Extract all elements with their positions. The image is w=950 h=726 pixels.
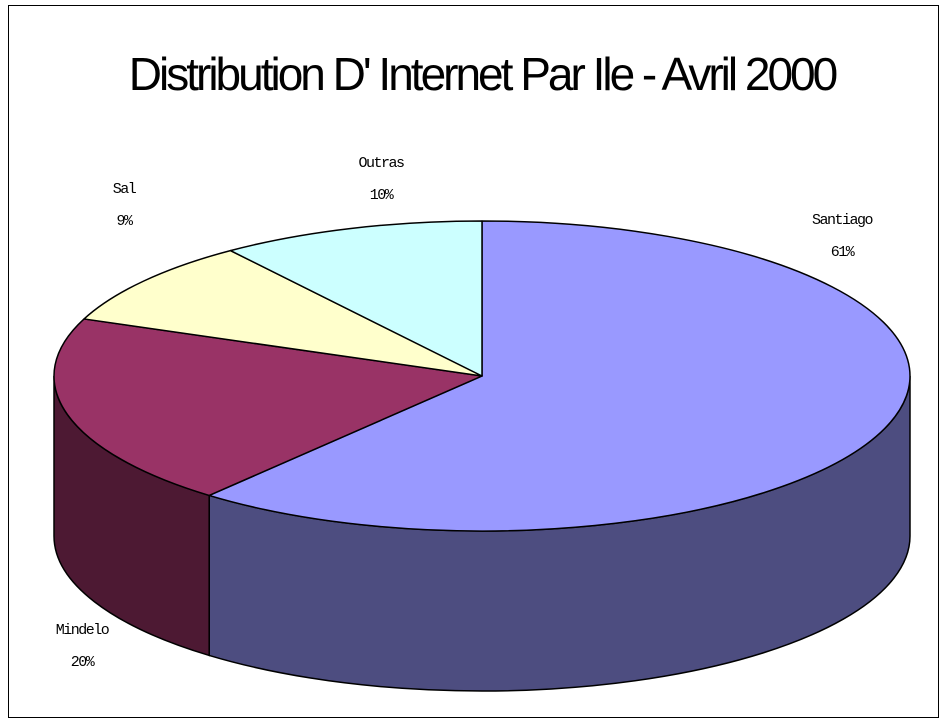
- slice-value-outras: 10%: [370, 187, 395, 204]
- pie-slice-sal: [83, 249, 483, 377]
- slice-label-outras: Outras: [358, 155, 404, 172]
- pie-slice-santiago: [208, 220, 911, 532]
- slice-value-mindelo: 20%: [71, 654, 96, 671]
- pie-tops: [53, 220, 911, 532]
- slice-label-sal: Sal: [113, 181, 137, 198]
- slice-label-mindelo: Mindelo: [56, 622, 110, 639]
- slice-value-santiago: 61%: [831, 244, 856, 261]
- pie-slice-mindelo: [53, 318, 483, 497]
- slice-value-sal: 9%: [116, 213, 134, 230]
- pie-slice-outras: [229, 220, 483, 377]
- slice-label-santiago: Santiago: [812, 212, 874, 229]
- chart-title: Distribution D' Internet Par Ile - Avril…: [129, 48, 837, 100]
- pie-labels: Santiago 61% Mindelo 20% Sal 9% Outras 10%: [56, 155, 875, 671]
